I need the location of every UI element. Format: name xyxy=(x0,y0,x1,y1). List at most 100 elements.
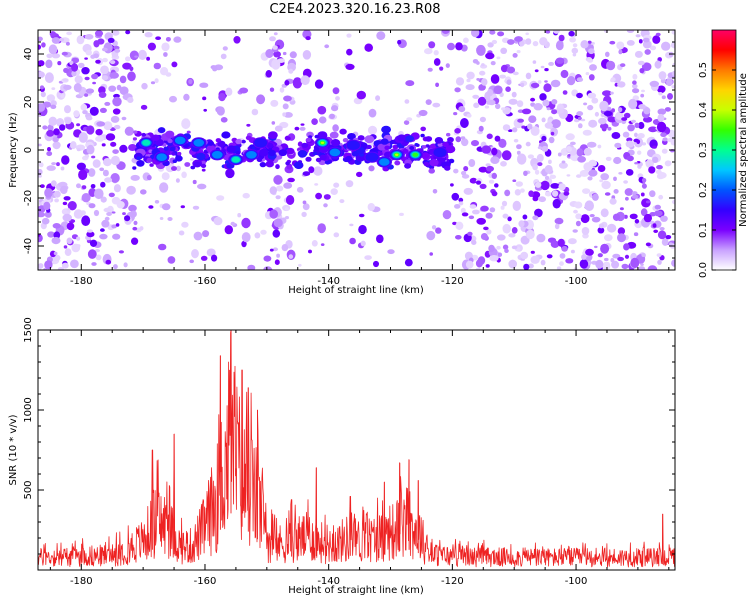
heatmap-signal-blob xyxy=(425,136,433,142)
heatmap-noise-blob xyxy=(60,185,68,195)
heatmap-noise-blob xyxy=(573,209,578,214)
heatmap-noise-blob xyxy=(508,98,518,105)
heatmap-noise-blob xyxy=(298,263,302,267)
heatmap-noise-blob xyxy=(471,240,477,245)
heatmap-noise-blob xyxy=(129,66,134,72)
heatmap-noise-blob xyxy=(100,65,109,75)
heatmap-noise-blob xyxy=(239,87,249,94)
heatmap-noise-blob xyxy=(65,41,70,46)
heatmap-noise-blob xyxy=(664,160,672,167)
heatmap-noise-blob xyxy=(73,83,82,93)
heatmap-noise-blob xyxy=(88,168,96,177)
heatmap-noise-blob xyxy=(553,30,560,34)
heatmap-noise-blob xyxy=(455,77,465,86)
heatmap-noise-blob xyxy=(644,49,651,55)
heatmap-noise-blob xyxy=(191,249,199,259)
colorbar-tick-label: 0.1 xyxy=(698,222,709,238)
heatmap-noise-blob xyxy=(585,72,590,76)
heatmap-noise-blob xyxy=(605,156,612,161)
heatmap-noise-blob xyxy=(60,166,65,171)
heatmap-signal-blob xyxy=(146,157,152,162)
heatmap-noise-blob xyxy=(270,99,279,107)
heatmap-noise-blob xyxy=(506,79,512,85)
heatmap-noise-blob xyxy=(144,32,153,38)
heatmap-noise-blob xyxy=(621,117,628,121)
heatmap-noise-blob xyxy=(601,180,611,190)
heatmap-noise-blob xyxy=(183,93,190,101)
colorbar-tick-label: 0.4 xyxy=(698,102,709,118)
heatmap-noise-blob xyxy=(99,233,108,240)
heatmap-noise-blob xyxy=(133,220,138,226)
heatmap-noise-blob xyxy=(66,222,75,231)
heatmap-noise-blob xyxy=(583,102,588,106)
heatmap-noise-blob xyxy=(536,233,546,243)
heatmap-noise-blob xyxy=(63,245,68,249)
heatmap-noise-blob xyxy=(507,129,513,132)
heatmap-noise-blob xyxy=(460,207,466,214)
heatmap-signal-blob xyxy=(259,162,267,168)
heatmap-noise-blob xyxy=(600,173,609,181)
heatmap-x-axis-label: Height of straight line (km) xyxy=(288,285,424,296)
heatmap-noise-blob xyxy=(109,60,116,65)
heatmap-noise-blob xyxy=(488,244,495,253)
heatmap-noise-blob xyxy=(119,144,128,153)
heatmap-noise-blob xyxy=(497,31,505,37)
heatmap-noise-blob xyxy=(38,103,46,112)
heatmap-noise-blob xyxy=(141,82,148,90)
heatmap-noise-blob xyxy=(587,260,592,266)
heatmap-hotspot xyxy=(246,151,257,159)
heatmap-signal-blob xyxy=(421,152,430,159)
heatmap-noise-blob xyxy=(511,91,517,98)
heatmap-noise-blob xyxy=(491,191,498,197)
heatmap-noise-blob xyxy=(324,44,330,49)
heatmap-noise-blob xyxy=(656,165,663,170)
heatmap-noise-blob xyxy=(450,183,454,187)
heatmap-noise-blob xyxy=(481,78,488,86)
heatmap-noise-blob xyxy=(598,223,605,229)
heatmap-signal-blob xyxy=(446,132,451,137)
heatmap-noise-blob xyxy=(466,78,471,83)
heatmap-noise-blob xyxy=(114,48,121,53)
heatmap-noise-blob xyxy=(241,217,251,229)
heatmap-noise-blob xyxy=(565,258,574,264)
heatmap-signal-blob xyxy=(165,130,175,138)
heatmap-noise-blob xyxy=(283,182,293,189)
heatmap-noise-blob xyxy=(587,176,593,181)
heatmap-noise-blob xyxy=(534,69,539,73)
heatmap-noise-blob xyxy=(585,248,594,256)
heatmap-noise-blob xyxy=(660,215,668,222)
heatmap-noise-blob xyxy=(192,179,197,185)
heatmap-noise-blob xyxy=(61,155,70,165)
heatmap-noise-blob xyxy=(155,36,161,40)
heatmap-noise-blob xyxy=(587,58,594,63)
heatmap-noise-blob xyxy=(540,180,550,191)
heatmap-noise-blob xyxy=(522,214,528,220)
heatmap-noise-blob xyxy=(51,53,61,59)
heatmap-noise-blob xyxy=(100,228,105,232)
heatmap-noise-blob xyxy=(458,106,466,113)
heatmap-signal-blob xyxy=(267,149,276,157)
heatmap-noise-blob xyxy=(66,31,72,36)
heatmap-noise-blob xyxy=(106,212,112,216)
colorbar-tick-label: 0.5 xyxy=(698,62,709,78)
heatmap-noise-blob xyxy=(111,211,116,214)
heatmap-noise-blob xyxy=(40,184,45,189)
heatmap-signal-blob xyxy=(171,166,177,171)
heatmap-noise-blob xyxy=(349,237,356,245)
heatmap-noise-blob xyxy=(405,80,415,87)
heatmap-noise-blob xyxy=(525,32,529,36)
heatmap-noise-blob xyxy=(577,116,582,121)
heatmap-noise-blob xyxy=(623,180,628,184)
heatmap-signal-blob xyxy=(285,136,291,141)
heatmap-noise-blob xyxy=(445,63,450,68)
heatmap-hotspot xyxy=(231,156,240,163)
heatmap-noise-blob xyxy=(537,146,542,150)
heatmap-noise-blob xyxy=(283,112,293,118)
heatmap-signal-blob xyxy=(305,156,312,162)
heatmap-noise-blob xyxy=(481,145,492,154)
heatmap-noise-blob xyxy=(70,141,77,150)
heatmap-noise-blob xyxy=(346,48,353,56)
heatmap-noise-blob xyxy=(314,183,319,186)
heatmap-noise-blob xyxy=(273,51,281,58)
heatmap-noise-blob xyxy=(317,105,327,115)
